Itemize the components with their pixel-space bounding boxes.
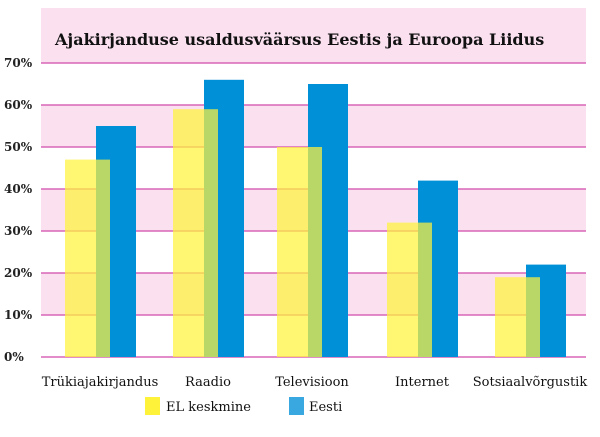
y-tick-label: 30% xyxy=(4,224,33,238)
bar-el-keskmine xyxy=(387,222,432,357)
x-tick-label: Sotsiaalvõrgustik xyxy=(473,375,588,390)
y-tick-label: 20% xyxy=(4,266,33,280)
y-tick-label: 50% xyxy=(4,140,33,154)
y-tick-label: 10% xyxy=(4,308,33,322)
chart-title: Ajakirjanduse usaldusväärsus Eestis ja E… xyxy=(54,30,544,49)
bars xyxy=(65,79,566,358)
y-tick-label: 60% xyxy=(4,98,33,112)
bar-el-keskmine xyxy=(277,147,322,357)
y-tick-label: 0% xyxy=(4,350,24,364)
bar-el-keskmine xyxy=(65,159,110,357)
x-axis-labels: Trükiajakirjandus Raadio Televisioon Intern… xyxy=(42,375,588,390)
bar-el-keskmine xyxy=(173,109,218,357)
y-tick-label: 70% xyxy=(4,56,33,70)
x-tick-label: Televisioon xyxy=(275,375,349,390)
legend-swatch-el-keskmine xyxy=(145,397,160,415)
legend-label-el-keskmine: EL keskmine xyxy=(166,400,251,415)
legend-swatch-eesti xyxy=(289,397,304,415)
x-tick-label: Raadio xyxy=(185,375,231,390)
bar-el-keskmine xyxy=(495,277,540,357)
x-tick-label: Trükiajakirjandus xyxy=(42,375,159,390)
y-tick-label: 40% xyxy=(4,182,33,196)
legend-label-eesti: Eesti xyxy=(309,400,342,415)
x-tick-label: Internet xyxy=(395,375,450,390)
title-box xyxy=(41,8,586,63)
y-axis-ticks: 0% 10% 20% 30% 40% 50% 60% 70% xyxy=(4,56,33,364)
legend: EL keskmine Eesti xyxy=(145,397,342,415)
